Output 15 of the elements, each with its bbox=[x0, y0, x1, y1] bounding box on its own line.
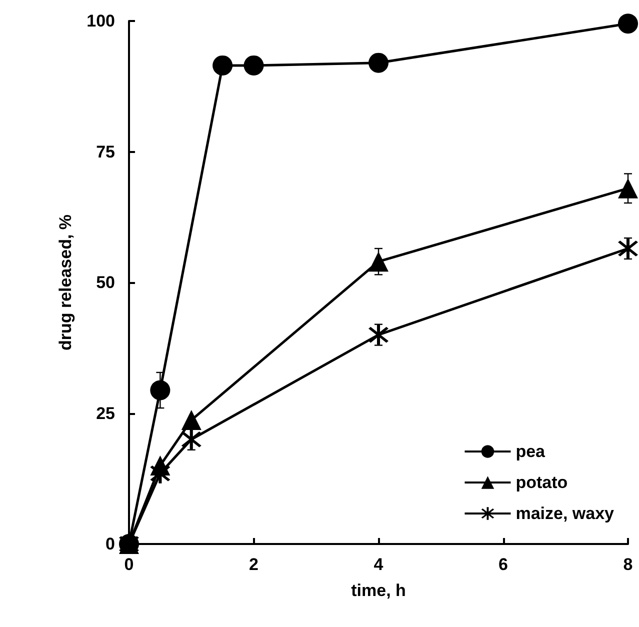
y-axis-title: drug released, % bbox=[56, 214, 75, 351]
legend-label: pea bbox=[516, 442, 546, 461]
x-tick-label: 2 bbox=[249, 555, 258, 574]
y-tick-label: 25 bbox=[96, 404, 115, 423]
y-tick-label: 50 bbox=[96, 273, 115, 292]
x-tick-label: 8 bbox=[623, 555, 633, 574]
x-tick-label: 6 bbox=[498, 555, 508, 574]
x-axis-title: time, h bbox=[351, 581, 406, 600]
y-tick-label: 75 bbox=[96, 142, 115, 162]
x-tick-label: 0 bbox=[124, 555, 134, 574]
y-tick-label: 0 bbox=[106, 534, 115, 554]
legend-label: potato bbox=[516, 473, 568, 492]
x-tick-label: 4 bbox=[374, 555, 384, 574]
legend-label: maize, waxy bbox=[516, 504, 615, 523]
y-tick-label: 100 bbox=[86, 12, 115, 30]
